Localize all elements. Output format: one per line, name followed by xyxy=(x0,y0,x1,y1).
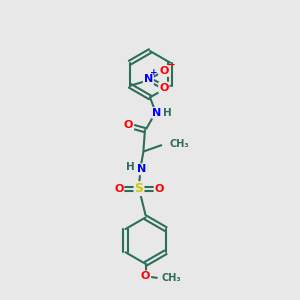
Text: O: O xyxy=(159,66,169,76)
Text: O: O xyxy=(141,271,150,281)
Text: O: O xyxy=(124,120,133,130)
Text: H: H xyxy=(164,108,172,118)
Text: +: + xyxy=(150,68,158,77)
Text: N: N xyxy=(144,74,153,84)
Text: H: H xyxy=(126,162,134,172)
Text: O: O xyxy=(159,82,169,93)
Text: N: N xyxy=(152,108,161,118)
Text: CH₃: CH₃ xyxy=(162,273,182,283)
Text: O: O xyxy=(154,184,164,194)
Text: CH₃: CH₃ xyxy=(169,139,189,149)
Text: S: S xyxy=(134,182,143,195)
Text: O: O xyxy=(114,184,124,194)
Text: −: − xyxy=(167,59,176,69)
Text: N: N xyxy=(137,164,147,174)
